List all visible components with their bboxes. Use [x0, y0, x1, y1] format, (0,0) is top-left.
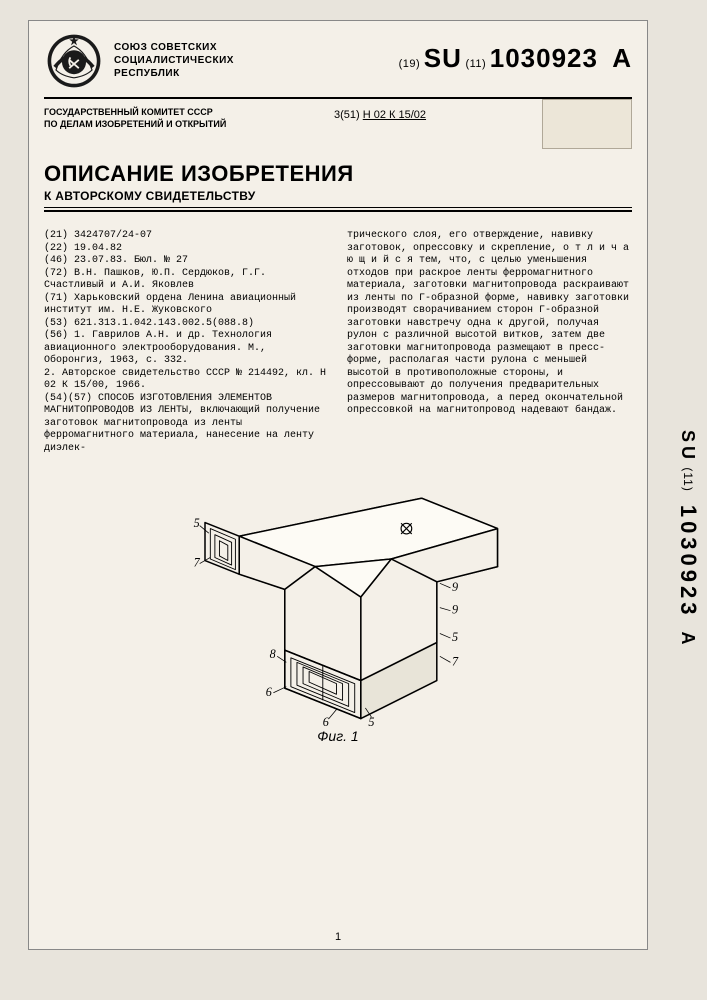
field-53: (53) 621.313.1.042.143.002.5(088.8)	[44, 318, 329, 331]
figure-label: Фиг. 1	[44, 728, 632, 744]
publication-number: (19) SU (11) 1030923 A	[399, 58, 632, 70]
classif-prefix: 3(51)	[334, 109, 360, 121]
patent-page: СОЮЗ СОВЕТСКИХ СОЦИАЛИСТИЧЕСКИХ РЕСПУБЛИ…	[28, 20, 648, 950]
svg-text:9: 9	[452, 580, 458, 594]
ussr-emblem	[44, 31, 104, 91]
field-21: (21) 3424707/24-07	[44, 230, 329, 243]
field-54-57: (54)(57) СПОСОБ ИЗГОТОВЛЕНИЯ ЭЛЕМЕНТОВ М…	[44, 393, 329, 456]
field-71: (71) Харьковский ордена Ленина авиационн…	[44, 293, 329, 318]
side-publication-number: SU (11) 1030923 A	[675, 430, 701, 646]
figure-1: 5 7 8 6 6 5 9 9 5 7 Фи	[29, 459, 647, 744]
side-number-value: 1030923	[676, 505, 701, 619]
svg-text:8: 8	[270, 647, 276, 661]
committee-name: ГОСУДАРСТВЕННЫЙ КОМИТЕТ СССР ПО ДЕЛАМ ИЗ…	[44, 107, 264, 149]
stamp-box	[542, 99, 632, 149]
header-row: СОЮЗ СОВЕТСКИХ СОЦИАЛИСТИЧЕСКИХ РЕСПУБЛИ…	[29, 21, 647, 91]
committee-line1: ГОСУДАРСТВЕННЫЙ КОМИТЕТ СССР	[44, 107, 264, 119]
title-block: ОПИСАНИЕ ИЗОБРЕТЕНИЯ К АВТОРСКОМУ СВИДЕТ…	[29, 153, 647, 207]
union-line1: СОЮЗ СОВЕТСКИХ	[114, 41, 234, 54]
union-line3: РЕСПУБЛИК	[114, 67, 234, 80]
abstract-text: трического слоя, его отверждение, навивк…	[347, 230, 632, 418]
field-46: (46) 23.07.83. Бюл. № 27	[44, 255, 329, 268]
svg-text:6: 6	[266, 685, 273, 699]
classification: 3(51) Н 02 К 15/02	[334, 107, 426, 149]
title-sub: К АВТОРСКОМУ СВИДЕТЕЛЬСТВУ	[44, 189, 632, 203]
svg-text:6: 6	[323, 715, 330, 727]
field-56: (56) 1. Гаврилов А.Н. и др. Технология а…	[44, 330, 329, 368]
publication-number-block: (19) SU (11) 1030923 A	[399, 31, 632, 74]
classif-code: Н 02 К 15/02	[363, 109, 426, 121]
side-sub: (11)	[681, 467, 695, 491]
title-main: ОПИСАНИЕ ИЗОБРЕТЕНИЯ	[44, 161, 632, 187]
divider	[44, 210, 632, 212]
field-72: (72) В.Н. Пашков, Ю.П. Сердюков, Г.Г. Сч…	[44, 268, 329, 293]
figure-drawing: 5 7 8 6 6 5 9 9 5 7	[148, 467, 528, 727]
committee-row: ГОСУДАРСТВЕННЫЙ КОМИТЕТ СССР ПО ДЕЛАМ ИЗ…	[29, 103, 647, 153]
pub-country: SU	[424, 43, 462, 73]
committee-line2: ПО ДЕЛАМ ИЗОБРЕТЕНИЙ И ОТКРЫТИЙ	[44, 119, 264, 131]
side-kind: A	[678, 632, 698, 646]
body-columns: (21) 3424707/24-07 (22) 19.04.82 (46) 23…	[29, 216, 647, 459]
union-name: СОЮЗ СОВЕТСКИХ СОЦИАЛИСТИЧЕСКИХ РЕСПУБЛИ…	[114, 41, 234, 80]
page-number: 1	[335, 931, 341, 943]
pub-mid: (11)	[465, 58, 486, 70]
svg-text:9: 9	[452, 603, 458, 617]
svg-text:7: 7	[194, 556, 201, 570]
column-right: трического слоя, его отверждение, навивк…	[347, 230, 632, 455]
divider	[44, 207, 632, 208]
pub-kind: A	[612, 43, 632, 73]
pub-number-value: 1030923	[490, 43, 598, 73]
column-left: (21) 3424707/24-07 (22) 19.04.82 (46) 23…	[44, 230, 329, 455]
svg-text:5: 5	[452, 630, 458, 644]
union-line2: СОЦИАЛИСТИЧЕСКИХ	[114, 54, 234, 67]
svg-text:7: 7	[452, 654, 459, 668]
field-22: (22) 19.04.82	[44, 243, 329, 256]
field-56-2: 2. Авторское свидетельство СССР № 214492…	[44, 368, 329, 393]
svg-text:5: 5	[194, 516, 200, 530]
side-country: SU	[678, 430, 698, 463]
pub-prefix: (19)	[399, 58, 421, 70]
